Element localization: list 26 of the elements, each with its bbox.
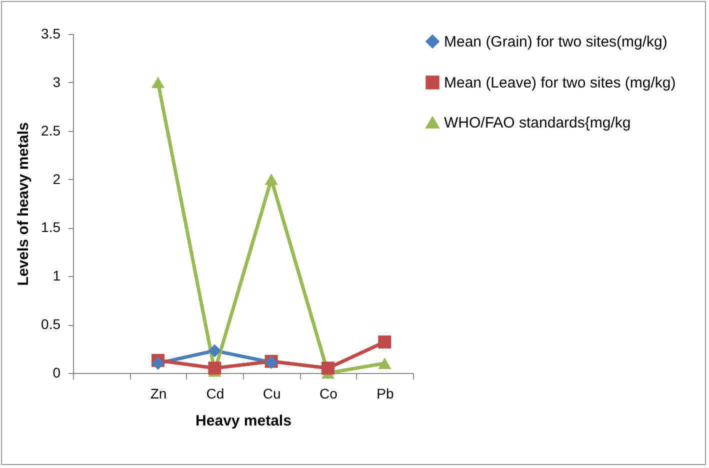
point: [208, 344, 222, 358]
x-tick-label: Co: [320, 386, 338, 402]
y-axis-title: Levels of heavy metals: [15, 122, 32, 286]
legend-label: Mean (Leave) for two sites (mg/kg): [444, 74, 676, 92]
y-tick-label: 0: [52, 364, 61, 380]
point: [378, 358, 392, 369]
x-tick-label: Cu: [262, 386, 281, 402]
point: [151, 76, 165, 88]
x-tick-label: Pb: [376, 386, 394, 402]
x-axis-title: Heavy metals: [196, 412, 292, 430]
legend-label: WHO/FAO standards{mg/kg: [444, 114, 631, 132]
point: [321, 362, 335, 375]
y-tick-label: 0.5: [41, 316, 61, 332]
x-tick-label: Zn: [150, 386, 167, 402]
y-tick-label: 3: [52, 74, 61, 90]
y-tick-label: 1.5: [41, 219, 61, 236]
y-tick-label: 1: [52, 268, 61, 284]
point: [378, 335, 392, 349]
point: [208, 362, 222, 375]
y-tick-label: 2.5: [41, 122, 61, 138]
point: [151, 356, 165, 370]
y-tick-label: 2: [52, 170, 61, 187]
legend-label: Mean (Grain) for two sites(mg/kg): [444, 34, 668, 50]
x-tick-label: Cd: [206, 386, 224, 402]
point: [264, 174, 278, 185]
y-tick-label: 3.5: [41, 26, 61, 42]
